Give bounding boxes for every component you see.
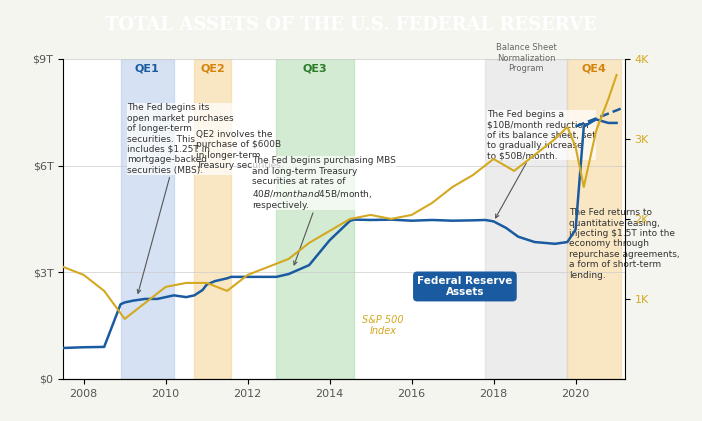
Text: QE1: QE1	[135, 63, 159, 73]
Bar	[485, 59, 567, 379]
Text: The Fed begins its
open market purchases
of longer-term
securities. This
include: The Fed begins its open market purchases…	[127, 103, 233, 293]
Text: Federal Reserve
Assets: Federal Reserve Assets	[417, 276, 512, 297]
Bar	[121, 59, 174, 379]
Text: TOTAL ASSETS OF THE U.S. FEDERAL RESERVE: TOTAL ASSETS OF THE U.S. FEDERAL RESERVE	[105, 16, 597, 34]
Text: S&P 500
Index: S&P 500 Index	[362, 315, 404, 336]
Text: Balance Sheet
Normalization
Program: Balance Sheet Normalization Program	[496, 43, 557, 73]
Text: QE2: QE2	[201, 63, 225, 73]
Bar	[567, 59, 621, 379]
Text: QE2 involves the
purchase of $600B
in longer-term
Treasury securities.: QE2 involves the purchase of $600B in lo…	[197, 130, 284, 170]
Bar	[277, 59, 355, 379]
Text: QE3: QE3	[303, 63, 328, 73]
Bar	[194, 59, 231, 379]
Text: The Fed begins purchasing MBS
and long-term Treasury
securities at rates of
$40B: The Fed begins purchasing MBS and long-t…	[252, 156, 396, 265]
Text: QE4: QE4	[581, 63, 607, 73]
Text: The Fed returns to
quantitative easing,
injecting $1.5T into the
economy through: The Fed returns to quantitative easing, …	[569, 208, 680, 280]
Text: The Fed begins a
$10B/month reduction
of its balance sheet, set
to gradually inc: The Fed begins a $10B/month reduction of…	[487, 110, 596, 218]
